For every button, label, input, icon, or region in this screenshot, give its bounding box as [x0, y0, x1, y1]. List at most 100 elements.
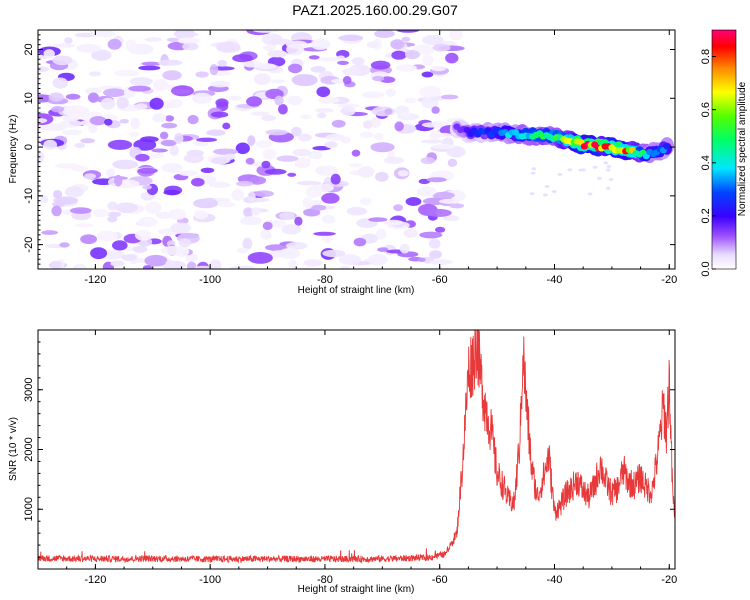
noise-cell [385, 88, 397, 97]
noise-cell [267, 50, 288, 58]
y-tick-label: 3000 [23, 378, 35, 402]
noise-cell [302, 197, 314, 209]
noise-cell [421, 122, 442, 128]
x-tick-label: -40 [547, 274, 563, 286]
noise-cell [195, 265, 212, 269]
noise-cell [178, 170, 198, 177]
noise-cell [200, 167, 215, 173]
noise-cell [391, 50, 407, 60]
noise-cell [107, 38, 122, 50]
noise-cell [231, 188, 245, 201]
noise-cell [417, 257, 426, 263]
noise-cell [265, 129, 288, 136]
noise-cell [421, 71, 434, 78]
noise-cell [420, 157, 436, 165]
noise-cell [316, 112, 327, 119]
noise-cell [59, 242, 70, 248]
noise-cell [330, 173, 341, 185]
noise-cell [135, 229, 152, 241]
noise-cell [340, 105, 356, 117]
noise-cell [286, 43, 304, 56]
colorbar-tick-label: 0.8 [700, 49, 712, 64]
signal-cell [592, 165, 598, 169]
noise-cell [316, 57, 342, 62]
noise-cell [138, 65, 161, 71]
noise-cell [161, 122, 178, 129]
noise-cell [222, 122, 231, 130]
noise-cell [442, 215, 460, 222]
noise-cell [169, 145, 179, 156]
x-tick-label: -20 [661, 574, 677, 586]
noise-cell [265, 244, 289, 252]
colorbar-tick-label: 0.4 [700, 155, 712, 170]
noise-cell [186, 261, 197, 269]
noise-cell [353, 237, 367, 247]
noise-cell [236, 180, 254, 187]
noise-cell [128, 85, 151, 92]
noise-cell [300, 114, 312, 120]
snr-axes: -120 -100 -80 -60 -40 -20 1000 2000 3000 [23, 330, 677, 586]
noise-cell [191, 177, 205, 187]
noise-cell [210, 111, 229, 118]
noise-cell [261, 160, 271, 169]
noise-cell [247, 191, 256, 203]
x-tick-label: -60 [432, 574, 448, 586]
signal-cell [531, 167, 537, 171]
x-tick-label: -80 [317, 574, 333, 586]
noise-cell [422, 34, 444, 46]
noise-cell [206, 129, 226, 136]
noise-cell [228, 95, 242, 101]
noise-cell [250, 111, 270, 116]
noise-cell [218, 201, 236, 208]
noise-cell [213, 71, 231, 77]
noise-cell [84, 173, 96, 180]
noise-cell [253, 190, 274, 197]
noise-cell [121, 254, 137, 261]
noise-cell [426, 177, 447, 183]
noise-cell [208, 181, 231, 188]
noise-cell [324, 141, 338, 149]
noise-cell [316, 86, 331, 98]
x-tick-label: -80 [317, 274, 333, 286]
noise-cell [116, 97, 129, 109]
colorbar-tick-label: 0.2 [700, 208, 712, 223]
noise-cell [142, 184, 152, 190]
noise-cell [76, 44, 101, 53]
y-tick-label: 10 [23, 92, 35, 104]
noise-cell [261, 114, 277, 122]
noise-cell [170, 88, 191, 95]
signal-cell [608, 177, 614, 181]
noise-cell [404, 97, 417, 104]
noise-cell [53, 190, 63, 199]
noise-cell [80, 234, 97, 244]
noise-cell [195, 71, 209, 78]
colorbar [711, 29, 737, 270]
noise-cell [370, 117, 381, 128]
noise-cell [446, 146, 466, 158]
noise-cell [41, 230, 58, 235]
noise-cell [287, 172, 297, 177]
noise-cell [245, 157, 255, 165]
signal-cell [580, 168, 586, 172]
noise-cell [240, 216, 262, 226]
noise-cell [157, 59, 183, 66]
y-tick-label: 1000 [23, 497, 35, 521]
noise-cell [64, 186, 84, 198]
snr-xlabel: Height of straight line (km) [298, 584, 415, 595]
spectrogram-frame [37, 29, 676, 270]
noise-cell [164, 115, 175, 122]
noise-cell [297, 133, 312, 142]
noise-cell [447, 158, 458, 167]
noise-cell [130, 117, 140, 130]
signal-cell [603, 161, 609, 165]
noise-cell [125, 39, 137, 52]
noise-cell [429, 250, 442, 259]
noise-cell [313, 231, 336, 236]
noise-cell [403, 228, 418, 238]
noise-cell [445, 52, 459, 64]
noise-cell [375, 228, 387, 240]
signal-cell [596, 176, 602, 180]
noise-cell [38, 118, 48, 124]
signal-cell [663, 143, 671, 150]
noise-cell [129, 77, 153, 86]
